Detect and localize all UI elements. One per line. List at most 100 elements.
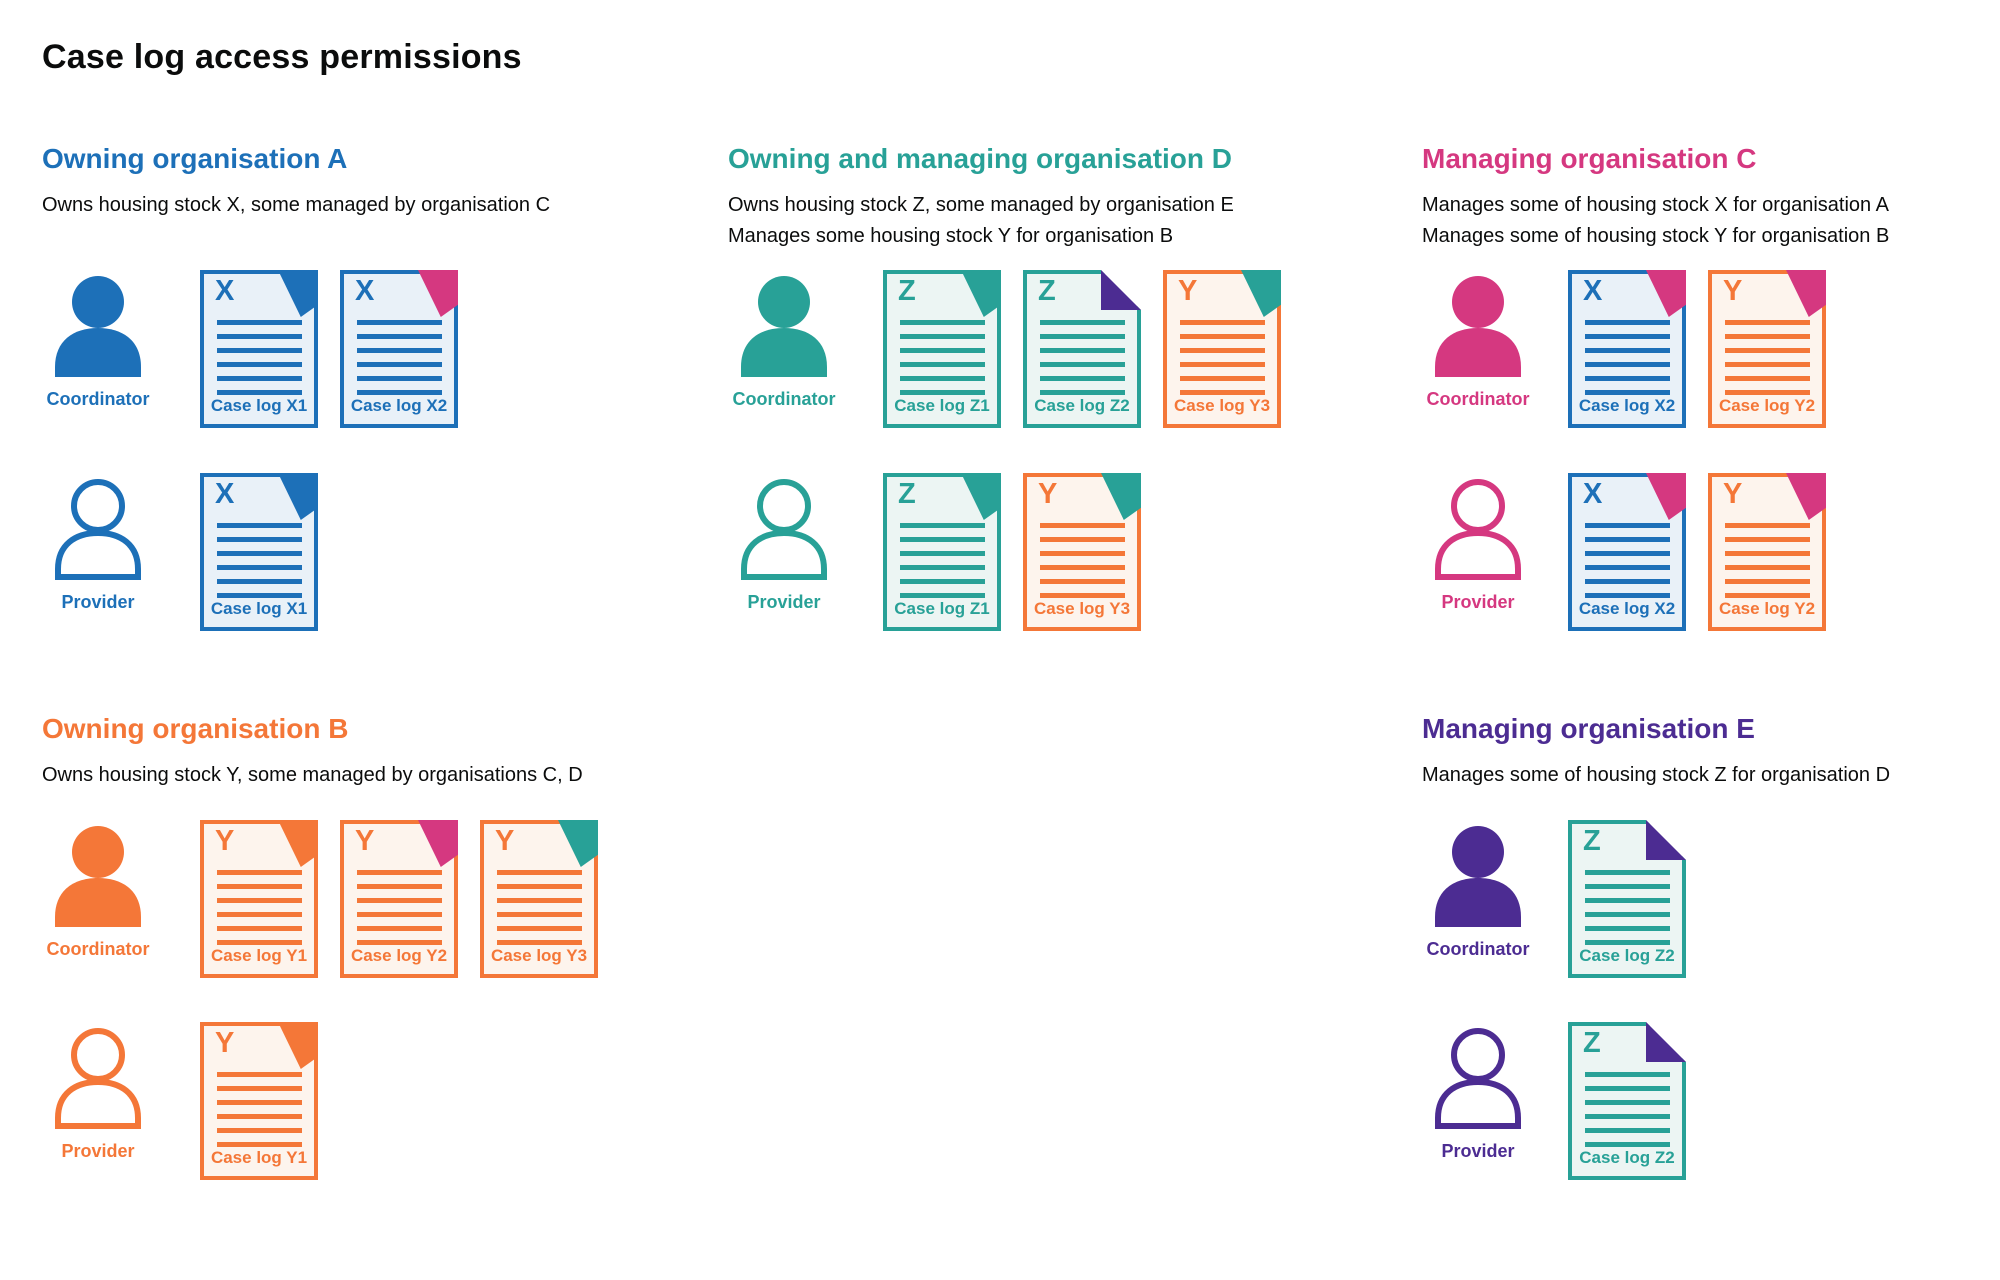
document-stock-letter: Y [355,825,375,857]
coordinator-row: Coordinator Z Case log Z1 Z Case log Z2 Y Case… [728,270,1388,445]
folded-corner-icon [1241,270,1281,317]
provider-row: Provider X Case log X2 Y Case log Y2 [1422,473,2000,648]
document-text-lines [1585,1072,1670,1156]
document-text-lines [1725,523,1810,607]
folded-corner-icon [278,820,318,867]
folded-corner-icon [278,473,318,520]
folded-corner-icon [1646,270,1686,317]
coordinator-row: Coordinator X Case log X2 Y Case log Y2 [1422,270,2000,445]
org-heading: Managing organisation C [1422,143,1757,174]
case-log-document: Y Case log Y3 [1023,473,1141,631]
case-log-document: X Case log X2 [340,270,458,428]
role-label: Provider [61,592,135,612]
document-text-lines [1585,870,1670,954]
document-label: Case log Y3 [1033,599,1131,618]
document-text-lines [1585,523,1670,607]
folded-corner-icon [418,820,458,867]
org-heading: Owning organisation A [42,143,348,174]
document-label: Case log Y3 [490,946,588,965]
coordinator-row: Coordinator Z Case log Z2 [1422,820,2000,995]
page-title: Case log access permissions [42,38,522,76]
provider-icon [728,477,840,580]
document-text-lines [1725,320,1810,404]
role-label: Coordinator [46,939,150,959]
org-heading: Managing organisation E [1422,713,1755,744]
coordinator-row: Coordinator Y Case log Y1 Y Case log Y2 Y Case… [42,820,702,995]
document-label: Case log Y3 [1173,396,1271,415]
case-log-document: X Case log X1 [200,473,318,631]
role-label: Provider [747,592,821,612]
case-log-document: Y Case log Y2 [1708,270,1826,428]
document-stock-letter: Y [1723,478,1743,510]
document-text-lines [1040,320,1125,404]
document-stock-letter: Z [898,275,916,307]
document-text-lines [900,523,985,607]
document-label: Case log Z1 [894,396,990,415]
case-log-document: Y Case log Y3 [1163,270,1281,428]
provider-person: Provider [1422,477,1534,613]
role-label: Coordinator [1426,389,1530,409]
document-label: Case log X2 [1578,396,1676,415]
document-label: Case log X1 [210,599,308,618]
document-stock-letter: X [1583,478,1603,510]
role-label: Provider [1441,1141,1515,1161]
org-section-b: Owning organisation B Owns housing stock … [42,713,702,1180]
document-text-lines [217,870,302,954]
document-text-lines [1585,320,1670,404]
document-label: Case log X2 [350,396,448,415]
document-stock-letter: Y [495,825,515,857]
document-label: Case log Y2 [1718,599,1816,618]
coordinator-icon [42,824,154,927]
org-section-a: Owning organisation A Owns housing stock … [42,143,702,631]
org-section-d: Owning and managing organisation D Owns h… [728,143,1388,631]
provider-person: Provider [1422,1026,1534,1162]
document-label: Case log Z2 [1579,1148,1675,1167]
document-text-lines [1040,523,1125,607]
document-label: Case log Z2 [1579,946,1675,965]
document-text-lines [217,320,302,404]
provider-icon [42,1026,154,1129]
document-stock-letter: X [355,275,375,307]
role-label: Coordinator [46,389,150,409]
case-log-document: X Case log X2 [1568,473,1686,631]
document-text-lines [357,870,442,954]
provider-icon [1422,1026,1534,1129]
document-stock-letter: Z [898,478,916,510]
document-stock-letter: X [215,275,235,307]
document-text-lines [217,1072,302,1156]
folded-corner-icon [961,270,1001,317]
role-label: Coordinator [732,389,836,409]
coordinator-icon [728,274,840,377]
folded-corner-icon [961,473,1001,520]
folded-corner-icon [278,1022,318,1069]
document-stock-letter: Y [215,825,235,857]
provider-person: Provider [42,477,154,613]
coordinator-person: Coordinator [42,824,154,960]
folded-corner-icon [418,270,458,317]
org-description-line: Owns housing stock X, some managed by or… [42,194,551,216]
document-label: Case log Y2 [350,946,448,965]
coordinator-row: Coordinator X Case log X1 X Case log X2 [42,270,702,445]
provider-icon [42,477,154,580]
provider-person: Provider [42,1026,154,1162]
document-stock-letter: Z [1038,275,1056,307]
org-description-line: Manages some housing stock Y for organis… [728,225,1174,247]
coordinator-icon [1422,274,1534,377]
case-log-document: Z Case log Z2 [1023,270,1141,428]
org-description-line: Manages some of housing stock X for orga… [1422,194,1889,216]
org-section-c: Managing organisation C Manages some of h… [1422,143,2000,631]
case-log-document: Z Case log Z2 [1568,1022,1686,1180]
role-label: Provider [61,1141,135,1161]
provider-row: Provider Z Case log Z1 Y Case log Y3 [728,473,1388,648]
document-label: Case log Y1 [210,946,308,965]
provider-person: Provider [728,477,840,613]
provider-row: Provider Y Case log Y1 [42,1022,702,1197]
document-stock-letter: Z [1583,1027,1601,1059]
document-label: Case log Z1 [894,599,990,618]
coordinator-icon [1422,824,1534,927]
document-stock-letter: X [1583,275,1603,307]
case-log-document: Y Case log Y2 [1708,473,1826,631]
case-log-document: Y Case log Y1 [200,820,318,978]
document-stock-letter: Y [215,1027,235,1059]
